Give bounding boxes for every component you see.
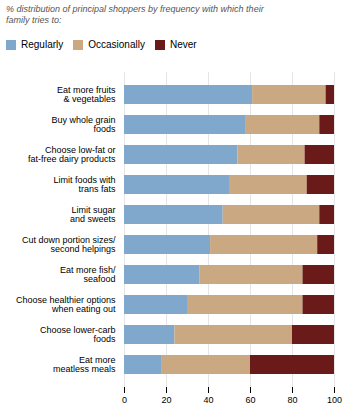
svg-text:Choose lower-carbfoods: Choose lower-carbfoods	[40, 325, 116, 344]
svg-text:Eat moremeatless meals: Eat moremeatless meals	[53, 355, 116, 374]
svg-text:20: 20	[161, 395, 171, 405]
svg-text:40: 40	[203, 395, 213, 405]
svg-text:Eat more fish/seafood: Eat more fish/seafood	[60, 265, 116, 284]
html-text:% distribution of principal sh: % distribution of principal shoppers by …	[6, 4, 264, 14]
svg-text:Choose healthier optionswhen e: Choose healthier optionswhen eating out	[16, 295, 116, 314]
html-text:Never: Never	[170, 39, 197, 50]
svg-text:Eat more fruits& vegetables: Eat more fruits& vegetables	[57, 85, 116, 104]
svg-text:Cut down portion sizes/second: Cut down portion sizes/second helpings	[22, 235, 116, 254]
svg-text:80: 80	[287, 395, 297, 405]
svg-text:0: 0	[122, 395, 127, 405]
html-text:Occasionally: Occasionally	[88, 39, 145, 50]
html-text:Regularly: Regularly	[21, 39, 64, 50]
svg-text:60: 60	[245, 395, 255, 405]
html-text:family tries to:: family tries to:	[6, 15, 62, 25]
svg-text:Limit foods withtrans fats: Limit foods withtrans fats	[53, 175, 116, 194]
svg-text:Limit sugarand sweets: Limit sugarand sweets	[70, 205, 116, 224]
svg-text:Buy whole grainfoods: Buy whole grainfoods	[51, 115, 116, 134]
svg-text:100: 100	[327, 395, 342, 405]
svg-text:Choose low-fat orfat-free dair: Choose low-fat orfat-free dairy products	[28, 145, 116, 164]
